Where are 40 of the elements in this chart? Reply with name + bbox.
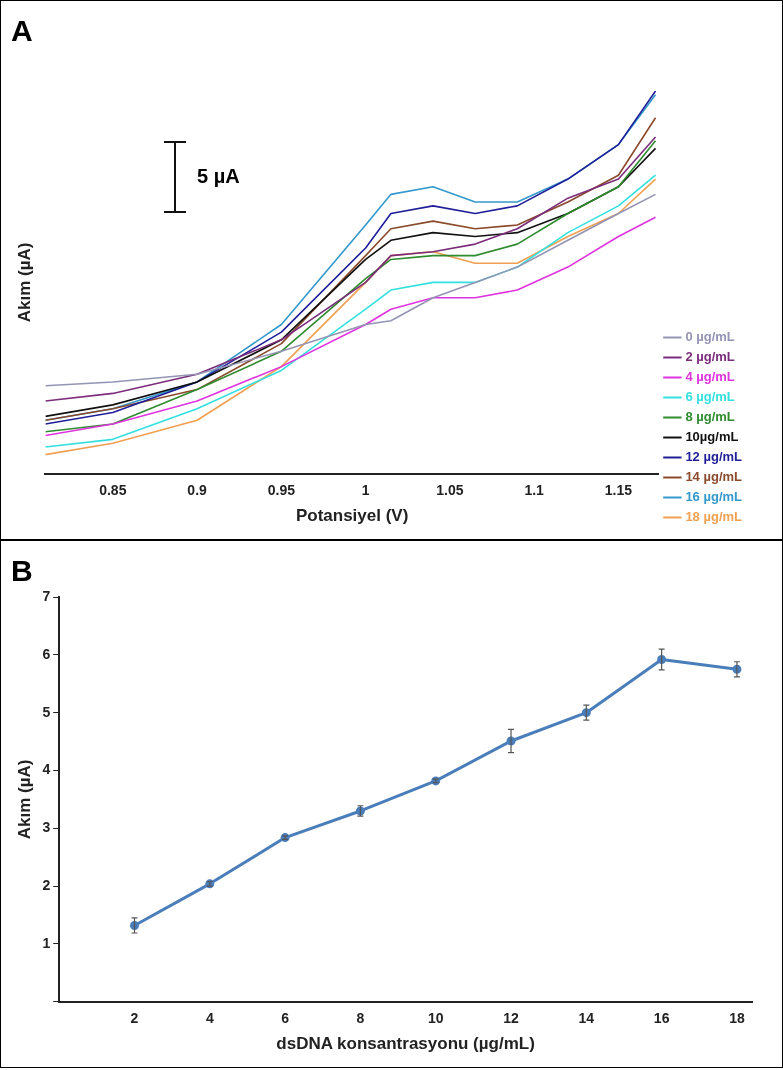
- y-tick-label: 5: [42, 703, 51, 720]
- legend-label: 18 µg/mL: [685, 509, 743, 525]
- x-tick-label: 1.15: [604, 482, 633, 499]
- x-tick-label: 2: [130, 1010, 139, 1027]
- legend-label: 14 µg/mL: [685, 469, 743, 485]
- x-tick-label: 0.95: [267, 482, 296, 499]
- y-tick-label: 4: [42, 761, 51, 778]
- x-tick-label: 0.85: [99, 482, 127, 499]
- y-tick-label: 2: [42, 877, 51, 893]
- x-axis-title: Potansiyel (V): [295, 506, 409, 526]
- x-axis-title: dsDNA konsantrasyonu (µg/mL): [276, 1034, 535, 1054]
- y-axis-title: Akım (µA): [14, 759, 34, 840]
- x-tick-label: 8: [356, 1010, 365, 1027]
- chart-title: B: [11, 554, 33, 588]
- legend-label: 10µg/mL: [685, 429, 739, 445]
- x-tick-label: 14: [578, 1010, 595, 1027]
- x-tick-label: 4: [205, 1010, 214, 1027]
- legend-label: 4 µg/mL: [685, 369, 735, 385]
- legend-label: 0 µg/mL: [685, 329, 735, 345]
- legend-label: 8 µg/mL: [685, 409, 735, 425]
- y-axis-title: Akım (µA): [14, 242, 34, 323]
- x-tick-label: 16: [653, 1010, 670, 1027]
- annotation: 5 µA: [197, 165, 240, 188]
- y-tick-label: 7: [42, 587, 51, 604]
- x-tick-label: 1.05: [436, 482, 464, 499]
- x-tick-label: 1: [361, 482, 370, 499]
- legend-label: 6 µg/mL: [685, 389, 735, 405]
- y-tick-label: 6: [42, 645, 51, 662]
- y-tick-label: 3: [42, 819, 51, 836]
- x-tick-label: 0.9: [187, 482, 208, 499]
- legend-label: 12 µg/mL: [685, 449, 743, 465]
- x-tick-label: 6: [281, 1010, 290, 1027]
- x-tick-label: 18: [729, 1010, 745, 1027]
- x-tick-label: 12: [503, 1010, 520, 1027]
- legend-label: 16 µg/mL: [685, 489, 743, 505]
- legend-label: 2 µg/mL: [685, 349, 735, 365]
- y-tick-label: 1: [42, 934, 51, 951]
- x-tick-label: 1.1: [524, 482, 545, 499]
- x-tick-label: 10: [427, 1010, 444, 1027]
- chart-title: A: [11, 14, 33, 48]
